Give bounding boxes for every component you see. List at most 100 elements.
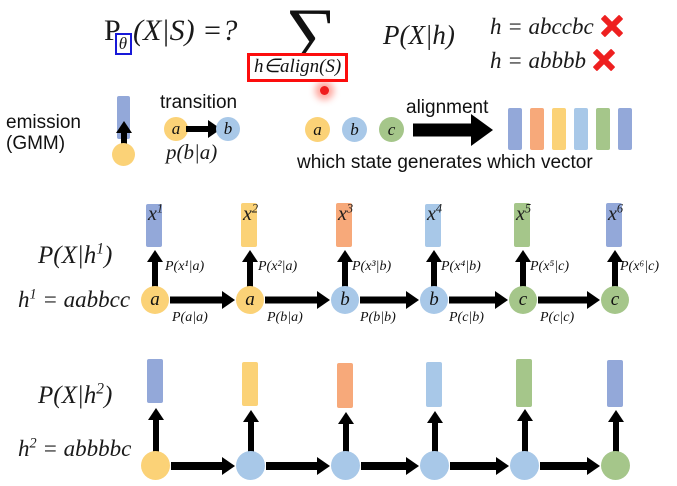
alignment-state-c: c (379, 117, 404, 142)
row1-state-label-5: c (518, 289, 528, 310)
row2-state-circle-5 (510, 451, 539, 480)
row1-emission-prob-5: P(x⁵|c) (530, 259, 570, 274)
row2-emission-arrow-3 (337, 412, 354, 455)
row1-emission-prob-3: P(x³|b) (352, 259, 392, 274)
row1-state-label-6: c (610, 289, 620, 310)
row1-transition-arrow-2 (265, 291, 330, 309)
row2-title-sup: 2 (96, 380, 104, 398)
row1-emission-prob-1: P(x¹|a) (165, 259, 205, 274)
row1-vector-bar-1 (146, 204, 162, 247)
alignment-bar-3 (552, 108, 566, 150)
equation-p-args: (X|S) =? (133, 14, 238, 47)
alignment-arrow (413, 114, 493, 146)
row1-state-circle-2: a (236, 286, 264, 314)
alignment-state-a: a (305, 117, 330, 142)
row2-state-circle-2 (236, 451, 265, 480)
row1-hyp-tail: = aabbcc (36, 287, 131, 312)
alignment-caption: which state generates which vector (297, 152, 593, 173)
row1-vec-sup-1: 1 (156, 201, 164, 216)
alignment-state-b-label: b (350, 119, 359, 139)
row1-emission-arrow-3 (336, 250, 353, 290)
laser-pointer-dot (320, 86, 329, 95)
row2-vector-bar-2 (242, 362, 258, 406)
row2-transition-arrow-3 (361, 457, 419, 475)
row1-state-circle-3: b (331, 286, 359, 314)
row1-transition-prob-1: P(a|a) (172, 310, 208, 325)
row1-vector-label-4: x4 (427, 202, 442, 226)
transition-state-a: a (164, 117, 188, 141)
row1-vec-base-6: x (608, 203, 617, 225)
row2-title-tail: ) (104, 382, 113, 409)
hypothesis-rejected-1: h = abccbc (490, 14, 624, 38)
alignment-legend-label: alignment (406, 97, 489, 118)
row2-hyp-sup: 2 (29, 435, 37, 452)
row1-vec-base-5: x (516, 203, 525, 225)
row1-vec-sup-3: 3 (346, 201, 354, 216)
row1-state-label-2: a (245, 289, 255, 310)
row1-transition-arrow-4 (449, 291, 508, 309)
row1-transition-prob-4: P(c|b) (449, 310, 484, 325)
row1-title-base: P(X|h (38, 242, 97, 269)
alignment-state-c-label: c (387, 119, 396, 139)
row1-title-tail: ) (104, 242, 113, 269)
row2-state-circle-1 (141, 451, 170, 480)
theta-parameter-box: θ (114, 33, 133, 55)
row2-emission-arrow-2 (242, 410, 259, 455)
equation-p-theta: Pθ (X|S) =? (104, 14, 238, 55)
emission-label-line1: emission (6, 112, 81, 133)
row1-transition-prob-5: P(c|c) (540, 310, 575, 325)
row2-vector-bar-6 (607, 360, 623, 407)
alignment-bar-4 (574, 108, 588, 150)
row1-vec-base-1: x (148, 203, 157, 225)
row1-transition-arrow-5 (538, 291, 600, 309)
row1-transition-prob-3: P(b|b) (360, 310, 396, 325)
emission-arrow-up (115, 121, 132, 147)
row2-title-base: P(X|h (38, 382, 97, 409)
row1-vec-sup-2: 2 (251, 201, 259, 216)
transition-state-a-label: a (171, 119, 181, 138)
row1-transition-prob-2: P(b|a) (267, 310, 303, 325)
alignment-state-b: b (342, 117, 367, 142)
row1-emission-arrow-1 (146, 250, 163, 290)
row2-emission-arrow-5 (516, 409, 533, 455)
row1-state-circle-5: c (509, 286, 537, 314)
alignment-bar-5 (596, 108, 610, 150)
emission-label-line2: (GMM) (6, 133, 66, 155)
transition-state-b: b (216, 117, 240, 141)
summation-subscript-box: h∈align(S) (247, 53, 349, 82)
row1-vector-bar-5 (514, 203, 530, 247)
row1-vec-sup-5: 5 (524, 201, 532, 216)
row1-transition-arrow-3 (360, 291, 419, 309)
row2-emission-arrow-6 (607, 410, 624, 455)
row1-vec-base-3: x (338, 203, 347, 225)
row1-emission-arrow-6 (606, 250, 623, 290)
row2-vector-bar-3 (337, 363, 353, 408)
cross-icon (592, 48, 616, 72)
row2-hyp-base: h (18, 436, 30, 461)
row1-emission-prob-4: P(x⁴|b) (441, 259, 481, 274)
row1-vec-sup-6: 6 (616, 201, 624, 216)
row1-vector-bar-4 (425, 204, 441, 247)
equation-sum-term: P(X|h) (383, 20, 455, 50)
row1-state-circle-4: b (420, 286, 448, 314)
row1-vec-base-4: x (427, 203, 436, 225)
row1-state-label-3: b (340, 289, 350, 310)
row2-transition-arrow-4 (450, 457, 509, 475)
row1-vector-label-3: x3 (338, 201, 354, 226)
hypothesis-text-2: h = abbbb (490, 48, 587, 73)
row1-hypothesis: h1 = aabbcc (18, 287, 131, 312)
row2-emission-arrow-4 (426, 411, 443, 455)
alignment-bar-1 (508, 108, 522, 150)
row1-title-sup: 1 (96, 240, 104, 258)
row2-state-circle-3 (331, 451, 360, 480)
hypothesis-text-1: h = abccbc (490, 14, 594, 39)
row1-vector-bar-2 (241, 203, 257, 247)
row2-transition-arrow-1 (171, 457, 235, 475)
row2-transition-arrow-2 (266, 457, 330, 475)
row1-vec-base-2: x (243, 203, 252, 225)
row1-vector-label-2: x2 (243, 201, 259, 226)
row1-state-label-4: b (429, 289, 439, 310)
row1-emission-arrow-2 (241, 250, 258, 290)
row1-vector-bar-6 (606, 203, 622, 247)
